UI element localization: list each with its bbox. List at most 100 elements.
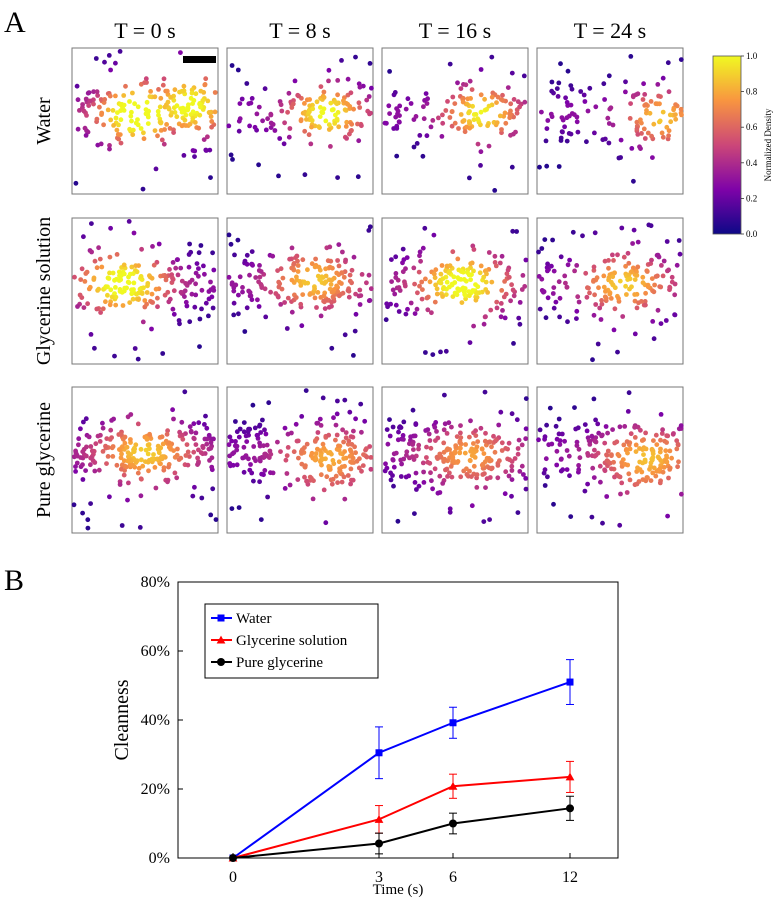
density-point: [557, 442, 563, 447]
density-point: [511, 97, 517, 102]
density-point: [542, 237, 548, 243]
density-point: [82, 279, 88, 284]
density-point: [641, 81, 646, 87]
density-point: [240, 285, 245, 290]
density-point: [335, 78, 341, 83]
density-point: [83, 453, 89, 459]
density-point: [626, 390, 632, 396]
density-point: [183, 281, 189, 286]
density-point: [622, 462, 628, 467]
density-point: [174, 114, 180, 120]
density-point: [230, 157, 235, 162]
density-point: [389, 279, 394, 284]
density-point: [402, 281, 408, 287]
density-point: [178, 50, 183, 55]
density-point: [639, 299, 644, 304]
density-point: [440, 276, 446, 281]
density-point: [384, 301, 390, 307]
density-point: [202, 422, 207, 427]
density-point: [593, 104, 599, 110]
density-point: [660, 134, 666, 140]
density-point: [92, 468, 98, 474]
density-point: [432, 424, 438, 430]
density-point: [110, 454, 116, 459]
density-point: [658, 412, 664, 417]
density-point: [197, 316, 203, 322]
density-point: [329, 299, 334, 305]
density-point: [309, 124, 314, 130]
density-point: [428, 470, 433, 476]
density-point: [125, 450, 131, 456]
density-point: [660, 469, 666, 475]
density-point: [611, 459, 616, 465]
density-point: [474, 472, 480, 478]
density-map-panel: [536, 386, 684, 534]
density-point: [179, 419, 185, 425]
density-point: [475, 117, 481, 123]
density-point: [590, 357, 595, 363]
density-point: [233, 282, 239, 288]
density-point: [428, 445, 434, 451]
data-point-triangle: [448, 781, 458, 790]
density-point: [580, 233, 585, 239]
density-point: [279, 286, 285, 292]
density-point: [493, 263, 499, 269]
density-point: [509, 477, 515, 482]
density-point: [456, 126, 461, 131]
colorbar-gradient: [712, 55, 742, 235]
density-point: [608, 105, 614, 111]
density-point: [196, 420, 202, 426]
density-point: [93, 56, 99, 61]
density-point: [494, 299, 500, 305]
density-point: [83, 133, 89, 138]
density-point: [133, 460, 139, 465]
density-point: [189, 291, 195, 297]
density-point: [118, 273, 124, 278]
density-point: [257, 263, 262, 268]
density-point: [514, 229, 519, 234]
density-point: [678, 423, 684, 428]
density-point: [650, 155, 655, 161]
density-point: [79, 266, 85, 272]
density-point: [557, 314, 562, 320]
density-point: [343, 430, 349, 435]
density-point: [592, 230, 598, 236]
density-point: [199, 287, 205, 293]
density-point: [229, 280, 235, 286]
density-point: [275, 439, 280, 445]
density-point: [667, 448, 673, 454]
density-point: [587, 290, 592, 296]
time-label: T = 24 s: [574, 18, 647, 43]
density-point: [226, 442, 232, 448]
density-point: [204, 425, 210, 431]
density-point: [576, 299, 582, 305]
density-point: [174, 475, 180, 481]
density-point: [584, 428, 590, 434]
density-point: [576, 446, 582, 452]
density-point: [323, 266, 328, 272]
density-point: [111, 416, 116, 422]
density-point: [486, 103, 492, 109]
density-point: [353, 311, 359, 317]
density-point: [394, 153, 400, 159]
density-point: [473, 282, 478, 287]
density-point: [424, 455, 429, 460]
density-point: [366, 228, 372, 233]
density-point: [422, 225, 428, 231]
density-point: [347, 131, 352, 137]
density-point: [304, 441, 310, 447]
density-point: [400, 269, 406, 275]
density-point: [442, 421, 448, 427]
density-point: [260, 118, 265, 124]
density-point: [237, 274, 243, 280]
density-point: [153, 166, 159, 172]
density-point: [405, 96, 411, 102]
series-glycerine-solution: [228, 760, 575, 862]
density-point: [367, 444, 373, 449]
density-point: [207, 147, 213, 153]
density-point: [359, 468, 364, 474]
density-point: [492, 253, 498, 259]
density-point: [105, 292, 110, 298]
density-point: [658, 437, 663, 443]
density-point: [435, 456, 440, 461]
